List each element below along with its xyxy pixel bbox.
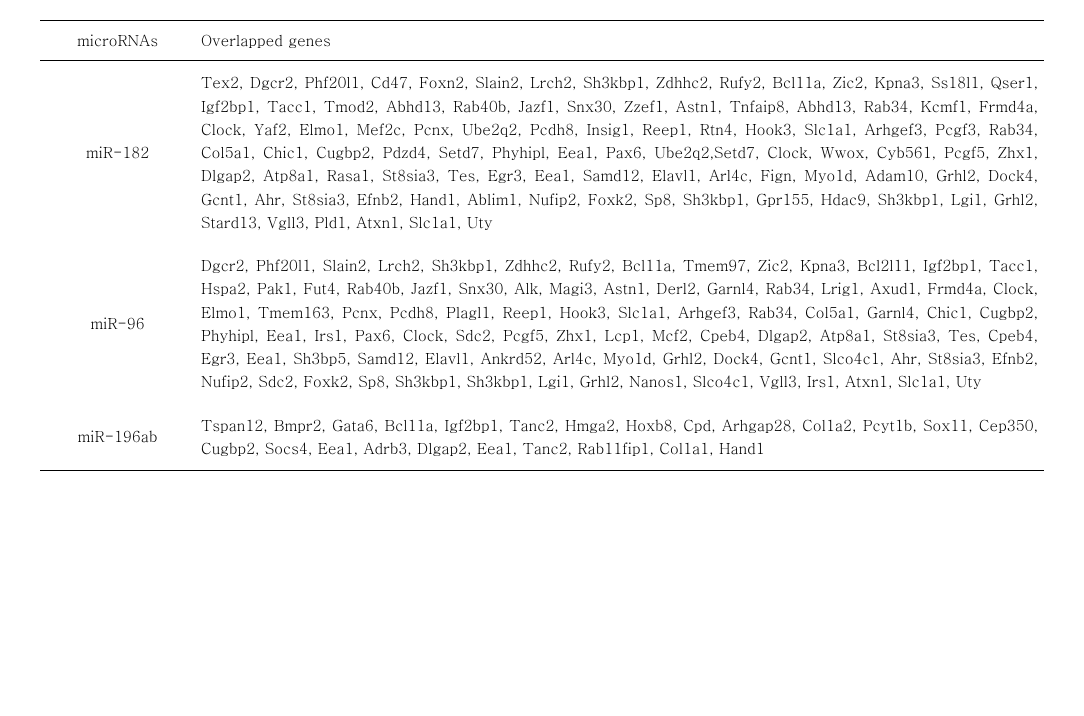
cell-mirna: miR-196ab — [40, 404, 195, 471]
table-row: miR-196ab Tspan12, Bmpr2, Gata6, Bcl11a,… — [40, 404, 1044, 471]
table-row: miR-182 Tex2, Dgcr2, Phf20l1, Cd47, Foxn… — [40, 61, 1044, 244]
cell-genes: Dgcr2, Phf20l1, Slain2, Lrch2, Sh3kbp1, … — [195, 244, 1044, 404]
table-header-row: microRNAs Overlapped genes — [40, 21, 1044, 61]
column-header-genes: Overlapped genes — [195, 21, 1044, 61]
table-row: miR-96 Dgcr2, Phf20l1, Slain2, Lrch2, Sh… — [40, 244, 1044, 404]
cell-mirna: miR-96 — [40, 244, 195, 404]
mirna-table: microRNAs Overlapped genes miR-182 Tex2,… — [40, 20, 1044, 471]
cell-genes: Tspan12, Bmpr2, Gata6, Bcl11a, Igf2bp1, … — [195, 404, 1044, 471]
column-header-mirna: microRNAs — [40, 21, 195, 61]
cell-genes: Tex2, Dgcr2, Phf20l1, Cd47, Foxn2, Slain… — [195, 61, 1044, 244]
page-container: microRNAs Overlapped genes miR-182 Tex2,… — [0, 0, 1084, 501]
cell-mirna: miR-182 — [40, 61, 195, 244]
